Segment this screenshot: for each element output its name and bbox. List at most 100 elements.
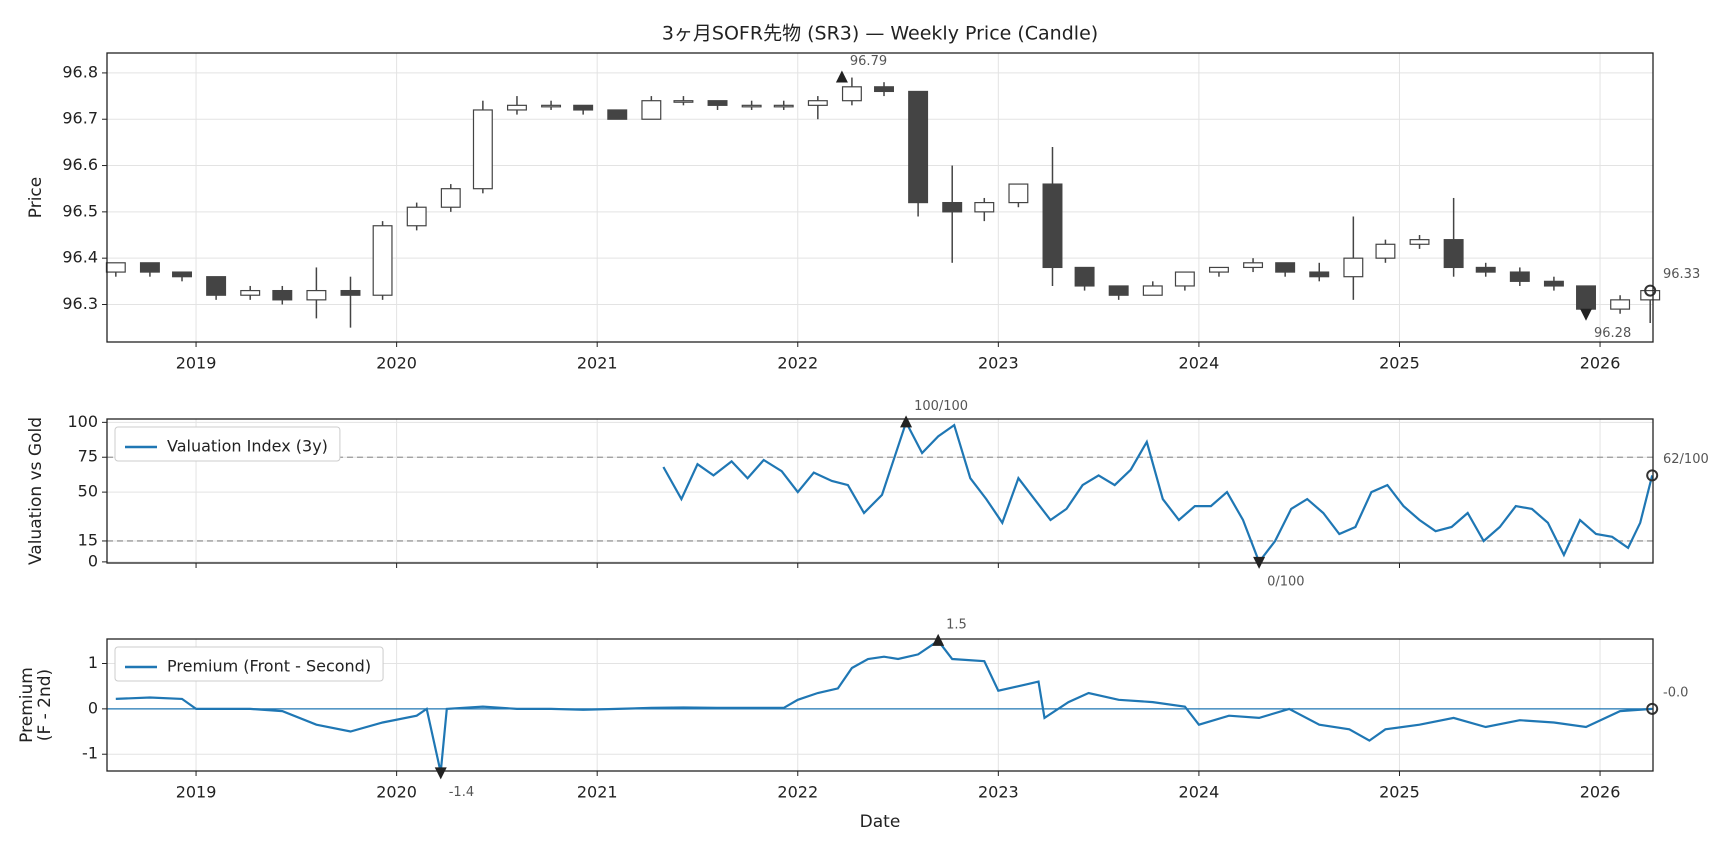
plot-frame — [106, 52, 1654, 343]
min-marker — [434, 767, 447, 780]
candle-body — [707, 100, 728, 106]
candle-body — [1174, 271, 1195, 287]
min-marker — [1580, 308, 1593, 321]
annotation: 96.28 — [1594, 326, 1631, 341]
candle-body — [1142, 285, 1163, 296]
candle-body — [440, 188, 461, 208]
candle-body — [541, 104, 562, 108]
candle-body — [1475, 266, 1496, 273]
annotation: 0/100 — [1267, 574, 1304, 589]
x-tick-label: 2021 — [577, 783, 618, 802]
x-tick-label: 2020 — [376, 783, 417, 802]
candle-body — [573, 104, 594, 111]
chart-title: 3ヶ月SOFR先物 (SR3) — Weekly Price (Candle) — [662, 23, 1098, 45]
max-marker — [835, 70, 848, 83]
x-tick-label: 2019 — [176, 783, 217, 802]
annotation: 96.79 — [850, 54, 887, 69]
x-tick-label: 2023 — [978, 783, 1019, 802]
x-tick-label: 2019 — [176, 354, 217, 373]
line-series — [662, 419, 1654, 565]
y-tick-label: 96.4 — [62, 248, 98, 267]
x-tick-label: 2026 — [1580, 783, 1621, 802]
annotation: 100/100 — [914, 399, 968, 414]
last-marker — [1646, 469, 1659, 482]
candle-body — [807, 100, 828, 106]
candle-body — [240, 289, 261, 296]
y-axis-label: Price — [26, 177, 46, 218]
x-tick-label: 2024 — [1179, 354, 1220, 373]
legend-label: Valuation Index (3y) — [167, 437, 328, 456]
x-tick-label: 2024 — [1179, 783, 1220, 802]
candle-body — [874, 86, 894, 93]
candle-body — [1275, 262, 1296, 273]
candle-body — [105, 262, 126, 273]
legend: Premium (Front - Second) — [114, 646, 384, 682]
x-tick-label: 2020 — [376, 354, 417, 373]
candle-body — [673, 100, 694, 103]
candle-body — [340, 289, 361, 296]
candle-body — [506, 104, 527, 111]
candle-body — [1108, 285, 1129, 296]
last-marker — [1646, 702, 1659, 715]
y-tick-label: 96.8 — [62, 62, 98, 81]
x-tick-label: 2022 — [777, 354, 818, 373]
candle-body — [641, 100, 662, 120]
candle-body — [372, 225, 393, 296]
candle-body — [1375, 243, 1396, 259]
x-axis-label: Date — [860, 812, 901, 832]
y-tick-label: 15 — [78, 530, 98, 549]
candle-body — [1443, 239, 1464, 269]
candle-body — [1074, 266, 1095, 287]
candle-body — [908, 90, 929, 204]
x-tick-label: 2021 — [577, 354, 618, 373]
candle-body — [1309, 271, 1330, 278]
candle-body — [1576, 285, 1596, 310]
x-tick-label: 2025 — [1379, 783, 1420, 802]
max-marker — [932, 633, 945, 646]
candle-body — [1208, 266, 1229, 273]
last-marker — [1644, 284, 1657, 297]
annotation: -0.0 — [1663, 685, 1688, 700]
x-tick-label: 2022 — [777, 783, 818, 802]
annotation: -1.4 — [449, 785, 474, 800]
y-tick-label: 50 — [78, 482, 98, 501]
annotation: 96.33 — [1663, 267, 1700, 282]
candle-body — [1610, 299, 1631, 310]
x-tick-label: 2023 — [978, 354, 1019, 373]
candle-body — [206, 276, 227, 296]
legend-box — [114, 646, 384, 682]
candle-body — [1243, 262, 1264, 269]
y-axis-label: (F - 2nd) — [35, 669, 55, 741]
max-marker — [900, 415, 913, 428]
plot-frame — [106, 418, 1654, 564]
legend-box — [114, 426, 341, 462]
y-tick-label: 75 — [78, 447, 98, 466]
candle-body — [306, 289, 327, 301]
x-tick-label: 2026 — [1580, 354, 1621, 373]
candle-body — [406, 206, 427, 227]
candle-body — [1509, 271, 1530, 282]
y-tick-label: 96.5 — [62, 201, 98, 220]
legend: Valuation Index (3y) — [114, 426, 341, 462]
candle-body — [1042, 183, 1063, 269]
y-tick-label: 1 — [88, 653, 98, 672]
candle-body — [974, 201, 995, 213]
y-tick-label: 96.3 — [62, 294, 98, 313]
annotation: 62/100 — [1663, 452, 1709, 467]
candle-body — [741, 104, 762, 108]
y-tick-label: 0 — [88, 551, 98, 570]
candle-body — [942, 201, 963, 213]
candle-body — [472, 109, 493, 190]
line-series — [115, 639, 1653, 773]
candle-body — [272, 289, 293, 301]
candle-body — [1343, 257, 1364, 278]
y-axis-label: Premium — [17, 667, 37, 743]
candle-body — [773, 104, 794, 108]
y-tick-label: 96.7 — [62, 109, 98, 128]
candle-body — [139, 262, 160, 273]
annotation: 1.5 — [946, 617, 967, 632]
candle-body — [1409, 239, 1430, 245]
candle-body — [1008, 183, 1029, 204]
x-tick-label: 2025 — [1379, 354, 1420, 373]
